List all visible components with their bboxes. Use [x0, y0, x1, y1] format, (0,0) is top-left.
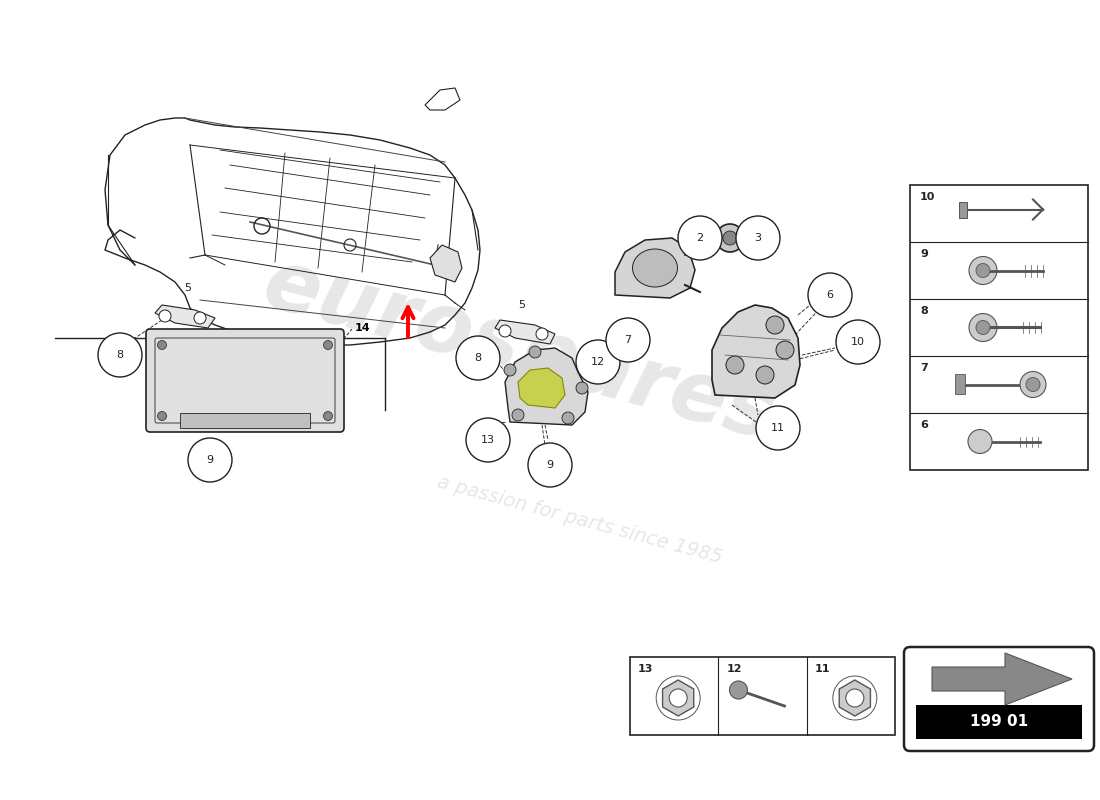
Polygon shape [712, 305, 800, 398]
Circle shape [528, 443, 572, 487]
Circle shape [456, 336, 501, 380]
Text: 1: 1 [759, 420, 766, 430]
Bar [916, 705, 1082, 739]
Circle shape [188, 438, 232, 482]
FancyBboxPatch shape [146, 329, 344, 432]
Circle shape [576, 340, 620, 384]
Circle shape [846, 689, 864, 707]
Text: 4: 4 [547, 443, 553, 453]
Text: 9: 9 [547, 460, 553, 470]
Text: 13: 13 [638, 664, 653, 674]
Text: a passion for parts since 1985: a passion for parts since 1985 [436, 473, 725, 567]
Polygon shape [495, 320, 556, 344]
Bar [959, 202, 967, 218]
Ellipse shape [632, 249, 678, 287]
Circle shape [716, 224, 744, 252]
Circle shape [969, 314, 997, 342]
Text: 5: 5 [185, 283, 191, 293]
Circle shape [606, 318, 650, 362]
Text: 3: 3 [755, 233, 761, 243]
Text: 14: 14 [355, 323, 371, 333]
Polygon shape [155, 305, 214, 328]
Circle shape [808, 273, 852, 317]
Circle shape [504, 364, 516, 376]
Text: 9: 9 [920, 249, 928, 259]
Circle shape [576, 382, 588, 394]
Text: 10: 10 [851, 337, 865, 347]
Circle shape [194, 312, 206, 324]
Circle shape [756, 406, 800, 450]
Text: 2: 2 [696, 233, 704, 243]
Circle shape [157, 411, 166, 421]
Circle shape [1026, 378, 1039, 391]
Circle shape [157, 341, 166, 350]
Text: 8: 8 [920, 306, 927, 316]
Text: 7: 7 [920, 363, 927, 373]
Circle shape [976, 263, 990, 278]
Circle shape [968, 430, 992, 454]
Text: 12: 12 [726, 664, 741, 674]
Circle shape [678, 216, 722, 260]
Circle shape [726, 356, 744, 374]
Circle shape [969, 257, 997, 285]
Circle shape [466, 418, 510, 462]
Polygon shape [430, 245, 462, 282]
Circle shape [323, 411, 332, 421]
Bar [630, 657, 895, 735]
Text: 5: 5 [518, 300, 526, 310]
Text: 10: 10 [920, 192, 935, 202]
Polygon shape [505, 348, 588, 425]
Circle shape [729, 681, 748, 699]
Text: 11: 11 [771, 423, 785, 433]
Polygon shape [615, 238, 695, 298]
Text: 8: 8 [474, 353, 482, 363]
Text: 8: 8 [117, 350, 123, 360]
Text: 6: 6 [826, 290, 834, 300]
Circle shape [756, 366, 774, 384]
Text: 6: 6 [920, 420, 928, 430]
Text: 199 01: 199 01 [970, 714, 1028, 730]
Circle shape [536, 328, 548, 340]
Text: 9: 9 [207, 455, 213, 465]
Circle shape [1020, 371, 1046, 398]
Circle shape [766, 316, 784, 334]
Circle shape [512, 409, 524, 421]
Circle shape [776, 341, 794, 359]
Circle shape [723, 231, 737, 245]
Circle shape [323, 341, 332, 350]
Bar [180, 413, 310, 428]
Circle shape [529, 346, 541, 358]
Circle shape [976, 321, 990, 334]
Polygon shape [518, 368, 565, 408]
Circle shape [669, 689, 688, 707]
Circle shape [499, 325, 512, 337]
Circle shape [160, 310, 170, 322]
Circle shape [836, 320, 880, 364]
Bar [910, 185, 1088, 470]
Text: 7: 7 [625, 335, 631, 345]
Text: 12: 12 [591, 357, 605, 367]
Polygon shape [932, 653, 1072, 705]
Bar [955, 374, 965, 394]
Text: 11: 11 [815, 664, 830, 674]
Circle shape [98, 333, 142, 377]
Text: eurospares: eurospares [255, 242, 785, 458]
Circle shape [736, 216, 780, 260]
Text: 13: 13 [481, 435, 495, 445]
Circle shape [562, 412, 574, 424]
FancyBboxPatch shape [904, 647, 1094, 751]
